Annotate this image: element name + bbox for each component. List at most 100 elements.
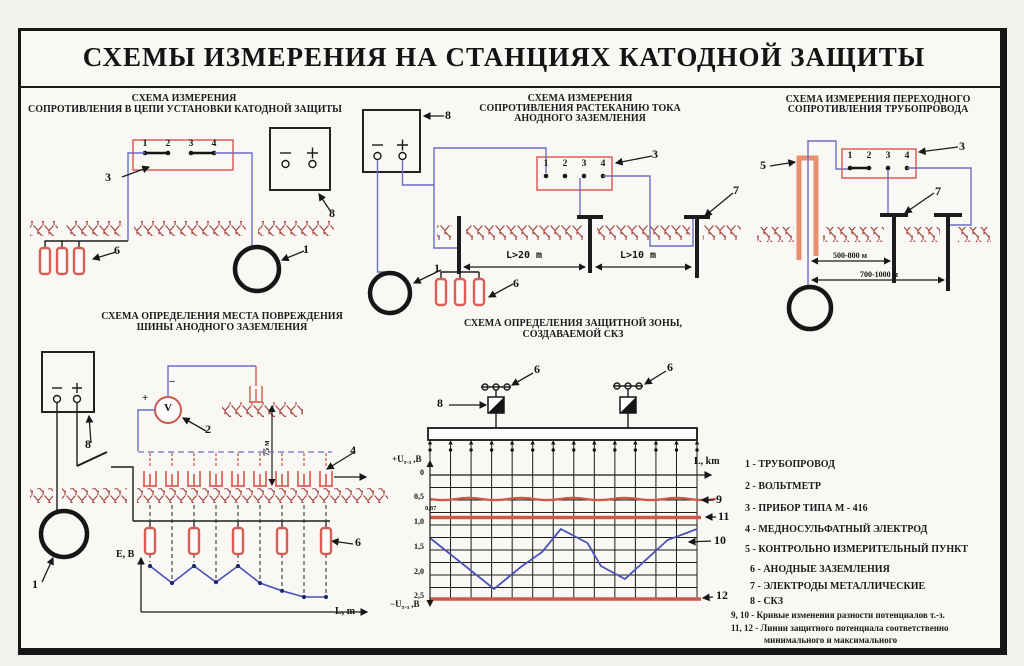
y-unit: ,В — [411, 454, 422, 464]
skz-terminal-symbols — [52, 383, 82, 404]
s5-ref-curve9: 9 — [716, 492, 722, 506]
s3-ref-electrode: 7 — [935, 184, 941, 198]
s4-ref-anodes: 6 — [355, 535, 361, 549]
s4-x-axis-label: L, m — [335, 606, 355, 617]
skz-box — [41, 351, 95, 413]
metal-electrode-1 — [577, 215, 603, 273]
y-plus: +U — [392, 454, 404, 464]
scheme4-title-line2: ШИНЫ АНОДНОГО ЗАЗЕМЛЕНИЯ — [136, 322, 308, 333]
s4-ref-pipe: 1 — [32, 577, 38, 591]
device-m416-box — [132, 139, 234, 171]
wire-left — [127, 152, 145, 241]
s3-dim-700: 700-1000 м — [859, 270, 899, 279]
scheme4-generated — [143, 453, 333, 600]
scheme5-title-line1: СХЕМА ОПРЕДЕЛЕНИЯ ЗАЩИТНОЙ ЗОНЫ, — [463, 318, 683, 329]
s4-dim-75m: 75 м — [262, 440, 271, 456]
s3-terminal-3: 3 — [885, 151, 891, 161]
s5-ref-curve10: 10 — [714, 533, 726, 547]
s5-threshold-value: 0,87 — [425, 505, 437, 512]
legend-item-1: 1 - ТРУБОПРОВОД — [745, 459, 835, 470]
legend-item-6: 6 - АНОДНЫЕ ЗАЗЕМЛЕНИЯ — [750, 564, 890, 575]
s2-ref-electrode: 7 — [733, 183, 739, 197]
pipeline-circle — [367, 270, 413, 316]
scheme4-art — [38, 351, 369, 616]
scheme1-title-line1: СХЕМА ИЗМЕРЕНИЯ — [131, 93, 237, 104]
pipeline-bar — [427, 427, 698, 441]
s2-terminal-4: 4 — [600, 159, 606, 169]
device-m416-box — [841, 148, 917, 179]
s2-dim-l10: L>10 m — [619, 250, 657, 261]
s2-ref-anodes: 6 — [513, 276, 519, 290]
legend-item-4: 4 - МЕДНОСУЛЬФАТНЫЙ ЭЛЕКТРОД — [745, 524, 928, 535]
scheme2-title-line1: СХЕМА ИЗМЕРЕНИЯ — [527, 93, 633, 104]
s1-ref-device: 3 — [105, 170, 111, 184]
pipeline-circle — [232, 244, 282, 294]
voltmeter-v: V — [164, 402, 172, 414]
scheme3-art — [769, 140, 972, 332]
s2-terminal-3: 3 — [581, 159, 587, 169]
y-minus: −U — [390, 599, 402, 609]
scheme2-title-line2: СОПРОТИВЛЕНИЯ РАСТЕКАНИЮ ТОКА — [479, 103, 681, 114]
legend-item-11-12-cont: минимального и максимального — [764, 635, 898, 645]
y-unit: ,В — [409, 599, 420, 609]
s2-ref-pipe: 1 — [434, 261, 440, 275]
s1-ref-pipe: 1 — [303, 242, 309, 256]
skz-symbol-right — [619, 389, 637, 428]
s4-ref-skz: 8 — [85, 437, 91, 451]
wire-to-pipe — [376, 160, 386, 273]
y-sub: т-з — [403, 460, 411, 466]
legend-item-11-12: 11, 12 - Линии защитного потенциала соот… — [731, 623, 949, 633]
s3-dim-500: 500-800 м — [832, 251, 868, 260]
legend-item-3: 3 - ПРИБОР ТИПА М - 416 — [745, 503, 868, 514]
skz-terminal-symbols — [372, 139, 408, 161]
s5-ref-anodes-right: 6 — [667, 360, 673, 374]
legend-item-8: 8 - СКЗ — [750, 596, 784, 607]
wire-riser — [807, 140, 850, 287]
voltmeter-minus-sign: − — [169, 376, 176, 388]
s1-terminal-1: 1 — [142, 139, 148, 149]
s5-ref-line11: 11 — [718, 509, 730, 523]
s5-tick-05: 0,5 — [414, 492, 424, 501]
title-divider — [21, 86, 1005, 88]
skz-terminal-symbols — [280, 147, 318, 169]
skz-box — [269, 127, 331, 191]
s1-ref-skz: 8 — [329, 206, 335, 220]
s3-terminal-2: 2 — [866, 151, 872, 161]
anode-rods — [434, 277, 486, 307]
s1-ref-anodes: 6 — [114, 243, 120, 257]
s2-dim-l20: L>20 m — [505, 250, 543, 261]
callout-arrows — [41, 414, 354, 583]
skz-symbol-left — [487, 390, 505, 428]
scheme1-title-line2: СОПРОТИВЛЕНИЯ В ЦЕПИ УСТАНОВКИ КАТОДНОЙ … — [28, 104, 343, 115]
scheme3-title-line2: СОПРОТИВЛЕНИЯ ТРУБОПРОВОДА — [787, 104, 969, 115]
pipeline-circle — [38, 508, 90, 560]
s5-y-axis-top-label: +Uт-з ,В — [392, 454, 422, 466]
s2-terminal-1: 1 — [543, 159, 549, 169]
s2-terminal-2: 2 — [562, 159, 568, 169]
y-sub: т-з — [401, 605, 409, 611]
s5-x-axis-label: L, km — [694, 456, 720, 467]
reference-electrode — [249, 386, 263, 403]
s5-tick-25: 2,5 — [414, 591, 424, 600]
wire-right-electrode — [603, 175, 694, 247]
callout-arrows — [91, 165, 332, 262]
s5-ref-anodes-left: 6 — [534, 362, 540, 376]
metal-electrode-2 — [934, 213, 962, 291]
switch-blade — [76, 451, 108, 467]
s1-terminal-4: 4 — [211, 139, 217, 149]
s3-ref-kip: 5 — [760, 158, 766, 172]
scheme3-title-line1: СХЕМА ИЗМЕРЕНИЯ ПЕРЕХОДНОГО — [785, 94, 971, 105]
skz-box — [362, 109, 421, 173]
s5-tick-20: 2,0 — [414, 567, 424, 576]
metal-electrode-1 — [880, 213, 908, 283]
page-title: СХЕМЫ ИЗМЕРЕНИЯ НА СТАНЦИЯХ КАТОДНОЙ ЗАЩ… — [82, 42, 926, 72]
s1-terminal-3: 3 — [188, 139, 194, 149]
wire-to-bus — [111, 466, 134, 521]
callout-arrows — [769, 146, 959, 214]
scheme4-title-line1: СХЕМА ОПРЕДЕЛЕНИЯ МЕСТА ПОВРЕЖДЕНИЯ — [101, 311, 343, 322]
s5-ref-line12: 12 — [716, 588, 728, 602]
scheme5-title-line2: СОЗДАВАЕМОЙ СКЗ — [522, 329, 624, 340]
s4-y-axis-label: E, B — [116, 549, 135, 560]
legend-item-2: 2 - ВОЛЬТМЕТР — [745, 481, 822, 492]
